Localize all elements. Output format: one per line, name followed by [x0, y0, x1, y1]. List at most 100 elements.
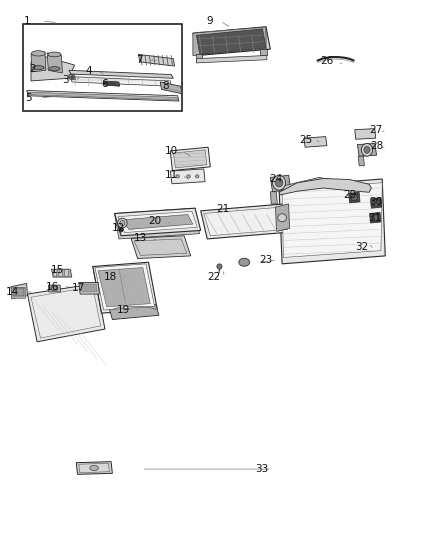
Ellipse shape [71, 76, 74, 79]
Ellipse shape [120, 220, 125, 225]
Polygon shape [93, 266, 102, 313]
Polygon shape [134, 239, 187, 255]
Polygon shape [31, 52, 46, 72]
Polygon shape [304, 136, 327, 147]
Text: 28: 28 [370, 141, 383, 151]
Text: 10: 10 [165, 146, 178, 156]
Polygon shape [279, 177, 341, 190]
Text: 6: 6 [102, 78, 108, 88]
Text: 8: 8 [162, 81, 169, 91]
Ellipse shape [272, 175, 286, 190]
Ellipse shape [372, 215, 378, 221]
Polygon shape [11, 284, 28, 299]
Polygon shape [357, 143, 377, 156]
Ellipse shape [117, 218, 127, 228]
Polygon shape [193, 27, 266, 55]
Polygon shape [122, 215, 193, 229]
Polygon shape [196, 29, 266, 54]
Ellipse shape [364, 147, 370, 154]
Polygon shape [31, 54, 74, 81]
Ellipse shape [217, 264, 222, 269]
Ellipse shape [176, 175, 180, 178]
Ellipse shape [239, 259, 250, 266]
Text: 3: 3 [63, 75, 69, 85]
Text: 25: 25 [300, 135, 313, 146]
Ellipse shape [275, 179, 283, 187]
Polygon shape [79, 282, 99, 294]
Polygon shape [170, 147, 210, 171]
Polygon shape [196, 54, 202, 61]
Ellipse shape [48, 52, 61, 57]
Polygon shape [98, 268, 150, 307]
Polygon shape [69, 70, 173, 78]
Text: 27: 27 [369, 125, 382, 135]
Text: 16: 16 [46, 281, 60, 292]
Text: 5: 5 [25, 93, 32, 103]
Polygon shape [28, 284, 105, 342]
Polygon shape [71, 77, 171, 86]
Polygon shape [93, 262, 157, 313]
Polygon shape [160, 82, 182, 94]
Polygon shape [371, 198, 382, 208]
Polygon shape [196, 55, 267, 63]
Ellipse shape [187, 175, 190, 178]
Polygon shape [11, 287, 25, 298]
Polygon shape [131, 236, 191, 259]
Polygon shape [355, 128, 376, 139]
Ellipse shape [195, 175, 199, 178]
Polygon shape [69, 75, 75, 79]
Ellipse shape [278, 214, 286, 222]
Text: 32: 32 [355, 243, 368, 253]
Polygon shape [170, 169, 205, 184]
Polygon shape [115, 208, 199, 239]
Polygon shape [193, 27, 270, 55]
Text: 20: 20 [148, 216, 162, 227]
Polygon shape [48, 285, 60, 292]
Polygon shape [51, 269, 72, 277]
Polygon shape [27, 91, 179, 101]
Polygon shape [76, 462, 113, 474]
Polygon shape [370, 213, 381, 223]
Polygon shape [64, 270, 68, 277]
Bar [13, 288, 24, 296]
Ellipse shape [351, 195, 357, 201]
Text: 26: 26 [320, 56, 334, 66]
Text: 11: 11 [165, 171, 178, 180]
Polygon shape [201, 204, 291, 239]
Polygon shape [95, 264, 155, 310]
Polygon shape [204, 207, 288, 236]
Bar [23, 23, 182, 111]
Polygon shape [53, 270, 57, 277]
Polygon shape [138, 54, 175, 66]
Ellipse shape [32, 51, 46, 56]
Ellipse shape [49, 67, 60, 71]
Polygon shape [115, 208, 201, 236]
Text: 29: 29 [343, 190, 356, 200]
Text: 4: 4 [85, 66, 92, 76]
Ellipse shape [119, 227, 123, 232]
Text: 31: 31 [368, 213, 381, 223]
Ellipse shape [90, 465, 99, 471]
Polygon shape [279, 179, 371, 195]
Polygon shape [81, 284, 97, 292]
Text: 2: 2 [29, 64, 36, 74]
Polygon shape [260, 49, 267, 55]
Text: 14: 14 [6, 287, 19, 297]
Polygon shape [110, 305, 159, 319]
Polygon shape [104, 81, 120, 86]
Polygon shape [276, 204, 290, 231]
Text: 24: 24 [269, 174, 282, 184]
Ellipse shape [361, 143, 373, 156]
Polygon shape [173, 150, 207, 168]
Polygon shape [270, 192, 277, 204]
Polygon shape [79, 463, 110, 473]
Polygon shape [118, 212, 197, 232]
Polygon shape [282, 183, 382, 257]
Ellipse shape [373, 200, 379, 206]
Text: 1: 1 [24, 16, 31, 26]
Text: 9: 9 [206, 16, 213, 26]
Polygon shape [31, 287, 101, 338]
Text: 7: 7 [137, 55, 143, 64]
Ellipse shape [33, 66, 44, 70]
Text: 13: 13 [134, 233, 147, 244]
